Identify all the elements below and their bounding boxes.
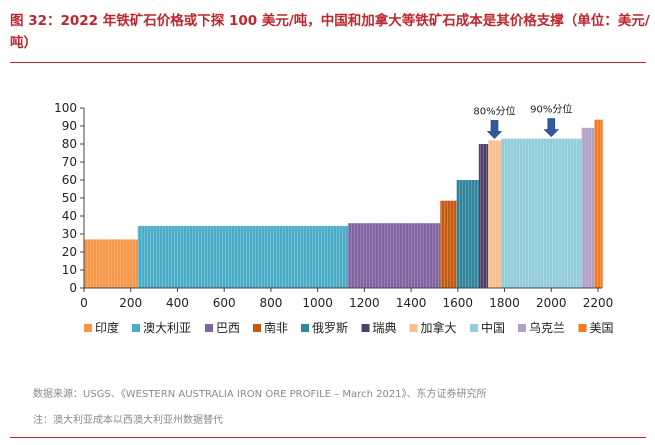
annotation-label-0: 80%分位 xyxy=(473,104,515,117)
y-tick-label: 50 xyxy=(62,191,77,205)
y-tick-label: 100 xyxy=(54,101,77,115)
legend-swatch-8 xyxy=(518,324,526,332)
footnote-text: 注：澳大利亚成本以西澳大利亚州数据替代 xyxy=(33,415,223,426)
x-tick-label: 2200 xyxy=(583,296,614,310)
y-tick-label: 60 xyxy=(62,173,77,187)
annotation-label-1: 90%分位 xyxy=(530,103,572,116)
x-tick-label: 0 xyxy=(80,296,88,310)
bar-2-texture xyxy=(348,223,441,288)
x-tick-label: 1800 xyxy=(489,296,520,310)
annotations-group: 80%分位 90%分位 xyxy=(473,103,572,139)
annotation-arrow-icon xyxy=(486,120,503,139)
bar-4-texture xyxy=(456,180,479,288)
legend-label-7: 中国 xyxy=(481,320,505,335)
legend-label-2: 巴西 xyxy=(216,321,240,335)
legend-swatch-1 xyxy=(132,324,140,332)
bar-5-texture xyxy=(478,144,489,288)
legend-swatch-6 xyxy=(409,324,418,332)
bar-8-texture xyxy=(581,127,595,288)
bar-1-texture xyxy=(137,225,349,288)
legend-label-6: 加拿大 xyxy=(421,320,457,335)
bar-0-texture xyxy=(84,239,138,288)
title-divider xyxy=(10,62,646,63)
y-tick-label: 90 xyxy=(62,119,77,133)
y-tick-label: 80 xyxy=(62,137,77,151)
legend-swatch-7 xyxy=(470,324,478,332)
legend-label-4: 俄罗斯 xyxy=(312,321,348,335)
legend-label-0: 印度 xyxy=(95,320,119,335)
x-tick-label: 200 xyxy=(119,296,142,310)
legend-swatch-2 xyxy=(205,324,213,332)
figure-title: 图 32：2022 年铁矿石价格或下探 100 美元/吨，中国和加拿大等铁矿石成… xyxy=(10,13,650,51)
x-tick-label: 600 xyxy=(213,296,236,310)
x-tick-label: 1000 xyxy=(302,296,333,310)
y-tick-label: 70 xyxy=(62,155,77,169)
x-tick-label: 1400 xyxy=(396,296,427,310)
bars-group xyxy=(84,119,603,288)
x-tick-label: 800 xyxy=(259,296,282,310)
bar-7-texture xyxy=(501,138,582,288)
legend-label-5: 瑞典 xyxy=(373,321,397,335)
x-tick-label: 400 xyxy=(166,296,189,310)
legend-swatch-5 xyxy=(361,324,370,332)
x-tick-label: 1200 xyxy=(349,296,380,310)
legend-label-3: 南非 xyxy=(264,320,288,335)
x-tick-label: 2000 xyxy=(536,296,567,310)
y-tick-label: 20 xyxy=(62,245,77,259)
bar-9-texture xyxy=(594,119,603,288)
y-tick-label: 40 xyxy=(62,209,77,223)
legend-label-8: 乌克兰 xyxy=(529,320,565,335)
legend-swatch-4 xyxy=(301,324,309,332)
legend-swatch-9 xyxy=(578,324,587,332)
footer-divider xyxy=(10,437,646,438)
legend: 印度 澳大利亚 巴西 南非 俄罗斯 瑞典 加拿大 中国 乌克兰 美国 xyxy=(84,320,614,335)
data-source-text: 数据来源：USGS、《WESTERN AUSTRALIA IRON ORE PR… xyxy=(33,389,487,400)
y-tick-label: 0 xyxy=(69,281,77,295)
legend-swatch-3 xyxy=(253,324,261,332)
legend-label-9: 美国 xyxy=(590,321,614,335)
legend-label-1: 澳大利亚 xyxy=(143,321,191,335)
y-tick-label: 10 xyxy=(62,263,77,277)
bar-6-texture xyxy=(488,140,502,288)
x-tick-label: 1600 xyxy=(443,296,474,310)
annotation-arrow-icon xyxy=(543,118,559,138)
y-tick-label: 30 xyxy=(62,227,77,241)
bar-3-texture xyxy=(440,200,457,288)
legend-swatch-0 xyxy=(84,324,92,332)
